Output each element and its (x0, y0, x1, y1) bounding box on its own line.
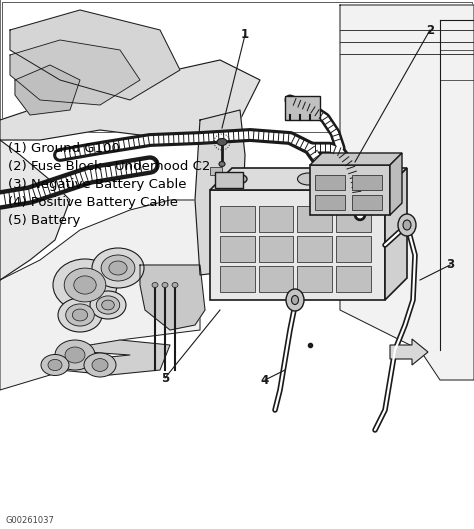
Polygon shape (10, 40, 140, 105)
Text: G00261037: G00261037 (6, 516, 55, 525)
Bar (298, 206, 332, 232)
Ellipse shape (102, 300, 114, 310)
Ellipse shape (109, 261, 127, 275)
Bar (2, 2, 472, 132)
Ellipse shape (73, 309, 88, 321)
Bar (0, 134, 474, 529)
Ellipse shape (92, 359, 108, 371)
Ellipse shape (66, 304, 94, 326)
Ellipse shape (403, 220, 411, 230)
Bar (298, 266, 332, 292)
Bar (336, 266, 371, 292)
Ellipse shape (219, 161, 225, 167)
Text: 5: 5 (161, 371, 169, 385)
Ellipse shape (172, 282, 178, 287)
Bar (352, 175, 382, 190)
Polygon shape (390, 339, 428, 365)
Bar (210, 190, 385, 300)
Ellipse shape (101, 255, 135, 281)
Bar (0, 0, 474, 134)
Polygon shape (195, 110, 245, 275)
Ellipse shape (152, 282, 158, 287)
Bar (336, 206, 371, 232)
Ellipse shape (65, 347, 85, 363)
Polygon shape (10, 10, 180, 100)
Ellipse shape (162, 282, 168, 287)
Ellipse shape (286, 289, 304, 311)
Text: (4) Positive Battery Cable: (4) Positive Battery Cable (8, 196, 178, 209)
Bar (220, 206, 255, 232)
Bar (210, 202, 222, 210)
Ellipse shape (233, 175, 247, 184)
Bar (352, 195, 382, 210)
Polygon shape (140, 265, 205, 330)
Ellipse shape (64, 268, 106, 302)
Text: (1) Ground G100: (1) Ground G100 (8, 142, 120, 155)
Bar (259, 236, 293, 262)
Bar (315, 195, 345, 210)
Bar (215, 172, 243, 188)
Ellipse shape (84, 353, 116, 377)
Bar (315, 175, 345, 190)
Ellipse shape (58, 298, 102, 332)
Bar (220, 266, 255, 292)
Text: 1: 1 (241, 29, 249, 41)
Bar (310, 165, 390, 215)
Polygon shape (0, 120, 70, 280)
Bar (259, 266, 293, 292)
Polygon shape (340, 5, 474, 380)
Bar (259, 206, 293, 232)
Ellipse shape (74, 276, 96, 294)
Ellipse shape (53, 259, 117, 311)
Ellipse shape (298, 173, 319, 185)
Text: (5) Battery: (5) Battery (8, 214, 81, 227)
Ellipse shape (48, 359, 62, 371)
Text: (2) Fuse Block - Underhood C2: (2) Fuse Block - Underhood C2 (8, 160, 210, 173)
Polygon shape (0, 0, 260, 140)
Polygon shape (60, 340, 170, 375)
Text: 2: 2 (426, 23, 434, 37)
Ellipse shape (90, 291, 126, 319)
Bar (336, 236, 371, 262)
Bar (285, 96, 320, 120)
Polygon shape (0, 200, 200, 390)
Ellipse shape (398, 214, 416, 236)
Ellipse shape (348, 175, 362, 184)
Ellipse shape (96, 296, 120, 314)
Bar (220, 236, 255, 262)
Text: 4: 4 (261, 373, 269, 387)
Polygon shape (15, 65, 80, 115)
Text: 3: 3 (446, 259, 454, 271)
Ellipse shape (41, 354, 69, 376)
Polygon shape (385, 168, 407, 300)
Polygon shape (310, 153, 402, 165)
Ellipse shape (55, 340, 95, 370)
Bar (298, 236, 332, 262)
Ellipse shape (292, 296, 299, 305)
Polygon shape (210, 168, 407, 190)
Text: (3) Negative Battery Cable: (3) Negative Battery Cable (8, 178, 186, 191)
Bar (210, 167, 222, 175)
Ellipse shape (92, 248, 144, 288)
Polygon shape (390, 153, 402, 215)
Ellipse shape (217, 139, 227, 145)
